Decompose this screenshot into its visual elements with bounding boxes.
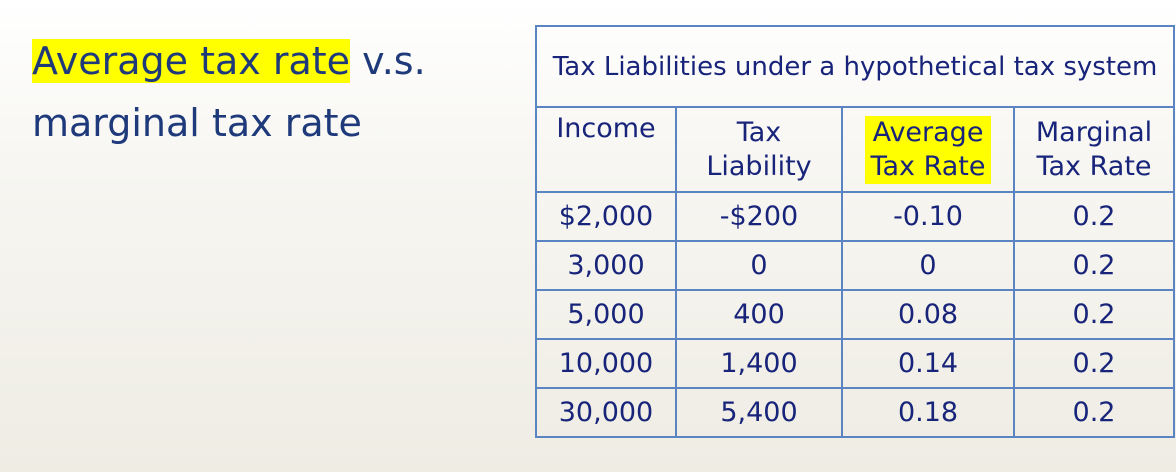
header-income: Income [535, 106, 677, 193]
table-caption-row: Tax Liabilities under a hypothetical tax… [534, 25, 1176, 108]
cell-average-tax-rate: 0.14 [841, 338, 1015, 389]
header-income-label: Income [556, 113, 656, 144]
header-tax-liability: Tax Liability [675, 106, 843, 193]
cell-income: $2,000 [535, 191, 677, 242]
table-row: $2,000 -$200 -0.10 0.2 [535, 191, 1176, 242]
table-row: 30,000 5,400 0.18 0.2 [535, 387, 1176, 438]
cell-marginal-tax-rate: 0.2 [1012, 191, 1176, 242]
table-header-row: Income Tax Liability Average Tax Rate Ma… [535, 106, 1176, 193]
cell-income: 30,000 [535, 387, 677, 438]
cell-income: 5,000 [535, 289, 677, 340]
table-caption: Tax Liabilities under a hypothetical tax… [534, 25, 1176, 108]
cell-tax-liability: 1,400 [675, 338, 843, 389]
cell-marginal-tax-rate: 0.2 [1012, 240, 1176, 291]
cell-tax-liability: -$200 [675, 191, 843, 242]
header-tax-liability-label: Tax Liability [706, 116, 812, 182]
cell-income: 3,000 [535, 240, 677, 291]
cell-average-tax-rate: 0.08 [841, 289, 1015, 340]
cell-tax-liability: 5,400 [675, 387, 843, 438]
title-rest: v.s. marginal tax rate [32, 39, 426, 145]
table-row: 3,000 0 0 0.2 [535, 240, 1176, 291]
cell-marginal-tax-rate: 0.2 [1012, 289, 1176, 340]
cell-tax-liability: 400 [675, 289, 843, 340]
header-marginal-tax-rate-label: Marginal Tax Rate [1035, 116, 1153, 182]
cell-tax-liability: 0 [675, 240, 843, 291]
header-average-tax-rate: Average Tax Rate [841, 106, 1015, 193]
title-highlight: Average tax rate [32, 39, 351, 83]
cell-average-tax-rate: -0.10 [841, 191, 1015, 242]
header-marginal-tax-rate: Marginal Tax Rate [1012, 106, 1176, 193]
tax-liabilities-table: Tax Liabilities under a hypothetical tax… [534, 25, 1176, 438]
cell-marginal-tax-rate: 0.2 [1012, 387, 1176, 438]
cell-average-tax-rate: 0.18 [841, 387, 1015, 438]
table-row: 5,000 400 0.08 0.2 [535, 289, 1176, 340]
cell-income: 10,000 [535, 338, 677, 389]
header-average-tax-rate-label: Average Tax Rate [865, 115, 991, 184]
table-row: 10,000 1,400 0.14 0.2 [535, 338, 1176, 389]
cell-marginal-tax-rate: 0.2 [1012, 338, 1176, 389]
slide-title: Average tax rate v.s. marginal tax rate [32, 30, 502, 154]
cell-average-tax-rate: 0 [841, 240, 1015, 291]
